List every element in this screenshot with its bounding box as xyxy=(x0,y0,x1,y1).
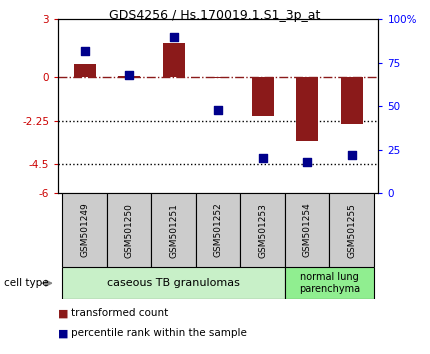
Bar xyxy=(62,193,107,267)
Text: cell type: cell type xyxy=(4,278,49,288)
Text: ■: ■ xyxy=(58,308,68,318)
Point xyxy=(170,34,177,40)
Text: normal lung
parenchyma: normal lung parenchyma xyxy=(299,272,360,294)
Text: GSM501252: GSM501252 xyxy=(214,203,223,257)
Text: ■: ■ xyxy=(58,329,68,338)
Bar xyxy=(296,77,318,141)
Bar xyxy=(240,193,285,267)
Point xyxy=(126,72,133,78)
Bar xyxy=(151,193,196,267)
Bar xyxy=(207,77,229,78)
Text: GSM501255: GSM501255 xyxy=(347,202,356,258)
Text: GSM501251: GSM501251 xyxy=(169,202,178,258)
Text: percentile rank within the sample: percentile rank within the sample xyxy=(71,329,247,338)
Text: caseous TB granulomas: caseous TB granulomas xyxy=(108,278,240,288)
Bar xyxy=(252,77,274,116)
Bar xyxy=(62,267,285,299)
Text: GDS4256 / Hs.170019.1.S1_3p_at: GDS4256 / Hs.170019.1.S1_3p_at xyxy=(109,9,321,22)
Point xyxy=(348,152,355,158)
Bar xyxy=(118,76,140,77)
Point xyxy=(304,159,310,165)
Text: GSM501254: GSM501254 xyxy=(303,203,312,257)
Bar xyxy=(329,193,374,267)
Bar xyxy=(74,64,96,77)
Bar xyxy=(196,193,240,267)
Text: GSM501249: GSM501249 xyxy=(80,203,89,257)
Bar xyxy=(341,77,363,124)
Point xyxy=(215,107,222,113)
Point xyxy=(81,48,88,53)
Bar xyxy=(107,193,151,267)
Text: transformed count: transformed count xyxy=(71,308,168,318)
Bar xyxy=(285,267,374,299)
Text: GSM501253: GSM501253 xyxy=(258,202,267,258)
Text: GSM501250: GSM501250 xyxy=(125,202,134,258)
Point xyxy=(259,155,266,161)
Bar xyxy=(285,193,329,267)
Bar xyxy=(163,42,185,77)
